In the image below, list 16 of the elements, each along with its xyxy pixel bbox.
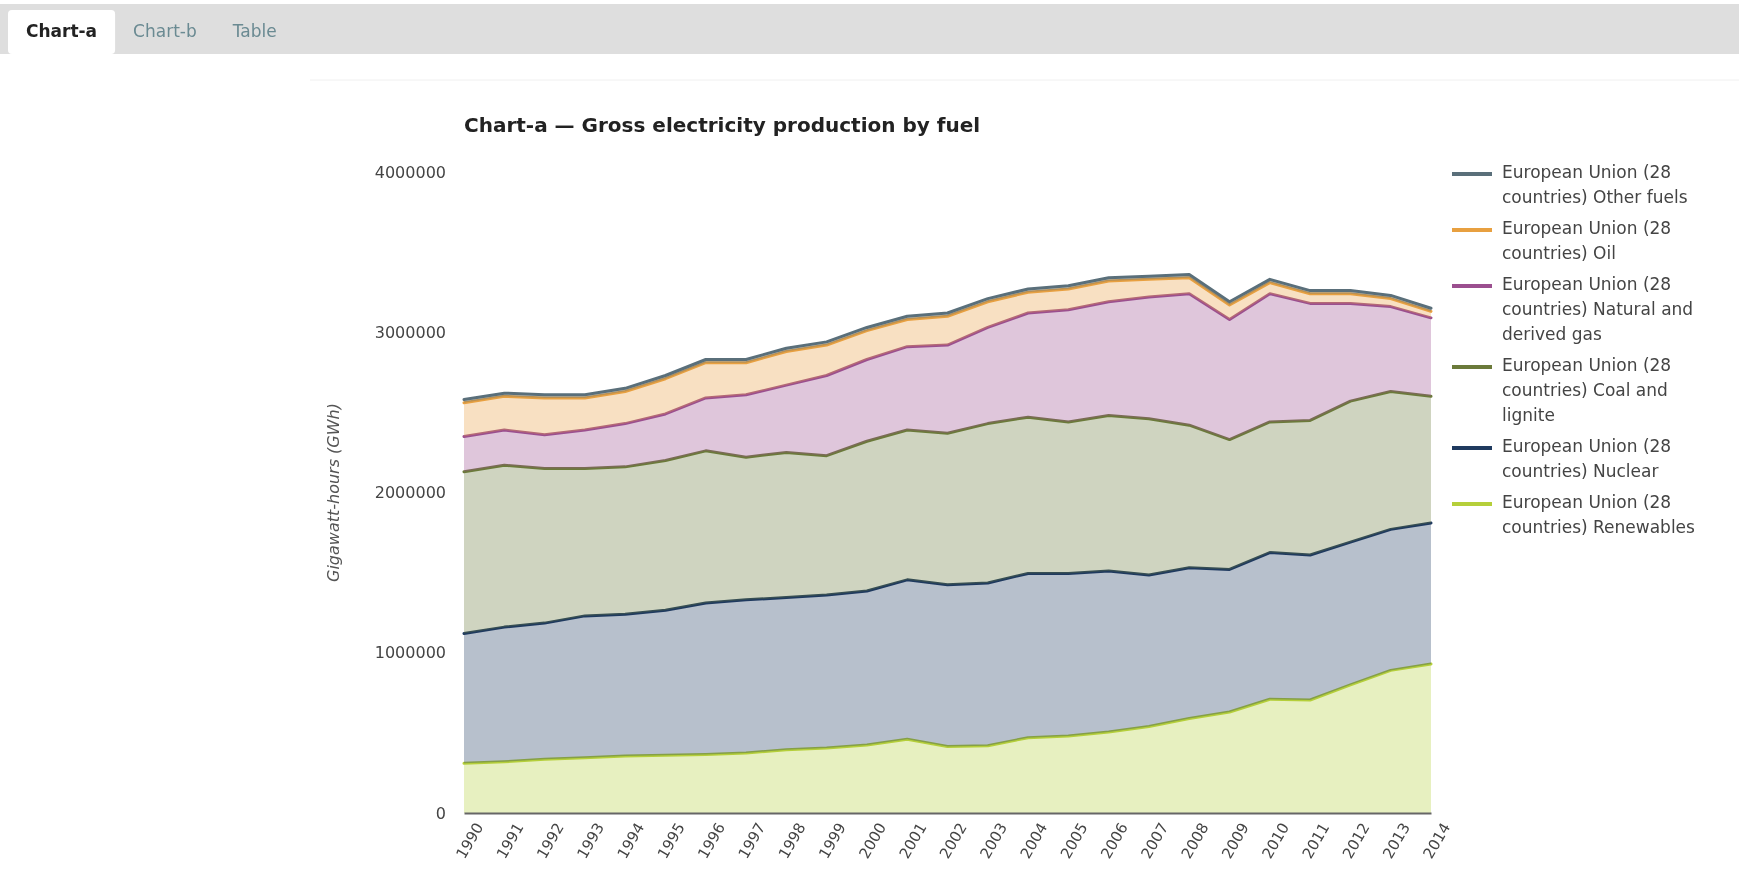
y-tick-label: 1000000: [374, 643, 446, 663]
legend-label: European Union (28 countries) Other fuels: [1502, 162, 1688, 207]
y-tick-label: 4000000: [374, 162, 446, 182]
y-axis-title: Gigawatt-hours (GWh): [324, 403, 343, 582]
text: Chart-b: [133, 21, 197, 41]
y-tick-label: 3000000: [374, 322, 446, 342]
legend-label: European Union (28 countries) Oil: [1502, 218, 1672, 263]
y-tick-label: 2000000: [374, 483, 446, 503]
legend-label: European Union (28 countries) Renewables: [1502, 492, 1696, 537]
text: Table: [231, 21, 277, 41]
y-tick-label: 0: [435, 803, 446, 823]
chart-title: Chart-a — Gross electricity production by fuel: [464, 113, 981, 137]
text: Chart-a: [26, 21, 98, 41]
legend-label: European Union (28 countries) Coal and lignite: [1502, 355, 1672, 425]
legend-label: European Union (28 countries) Natural and derived gas: [1502, 274, 1694, 344]
legend-label: European Union (28 countries) Nuclear: [1502, 436, 1672, 481]
